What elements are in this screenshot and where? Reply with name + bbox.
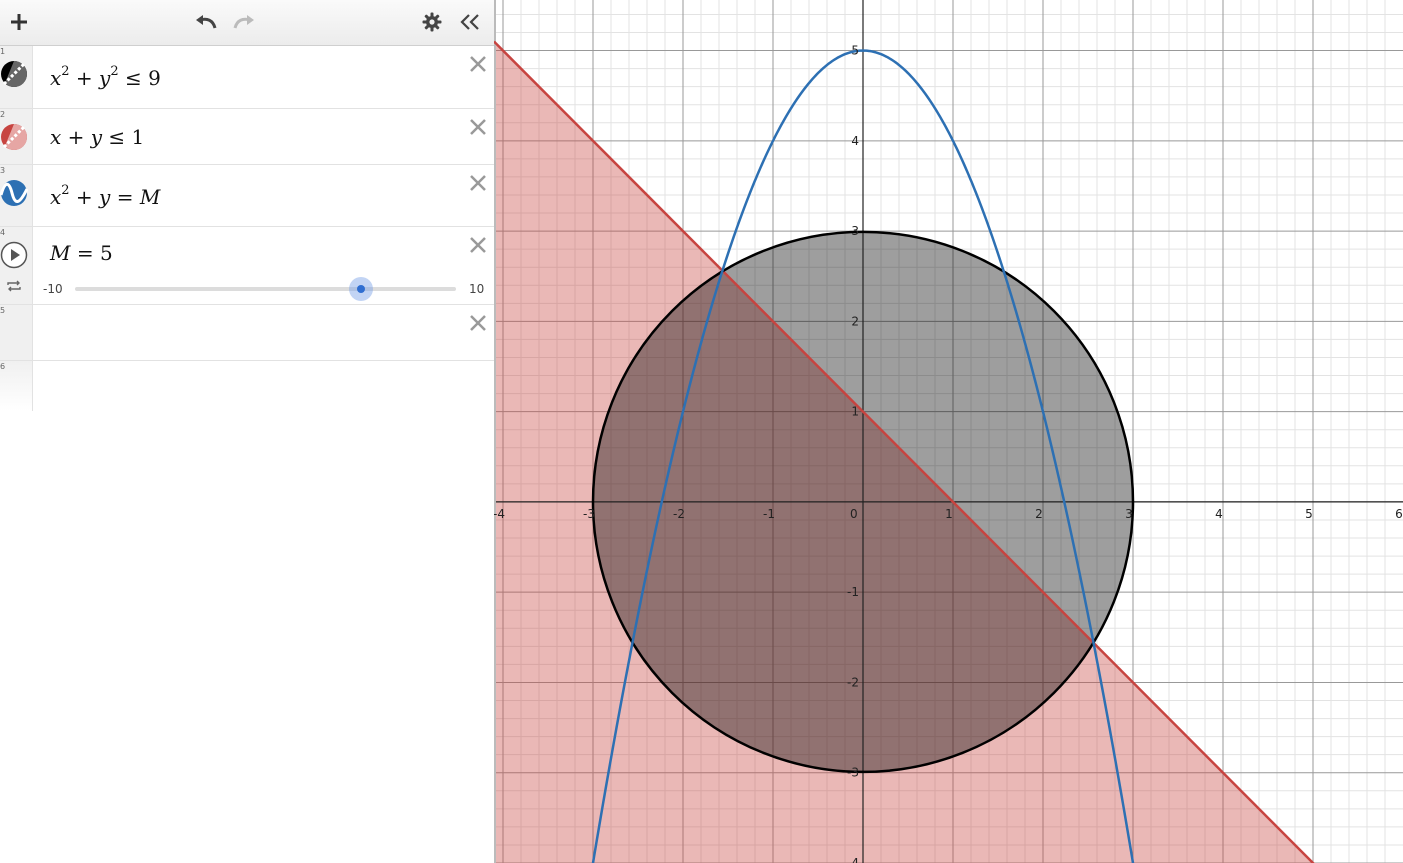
inequality-color-icon[interactable] xyxy=(0,60,28,88)
row-index: 3 xyxy=(0,166,6,175)
slider-track[interactable] xyxy=(75,287,456,291)
half-plane-region xyxy=(494,41,1403,863)
y-tick-label: 3 xyxy=(851,224,859,238)
x-tick-label: -1 xyxy=(763,507,775,521)
delete-expression-icon[interactable] xyxy=(468,235,488,255)
undo-button[interactable] xyxy=(192,8,220,36)
expression-latex: x2 + y = M xyxy=(50,183,161,209)
y-tick-label: -1 xyxy=(847,585,859,599)
x-tick-label: -4 xyxy=(494,507,505,521)
x-tick-label: 2 xyxy=(1035,507,1043,521)
expression-gutter: 5 xyxy=(0,305,33,360)
expression-latex: x + y ≤ 1 xyxy=(50,125,145,149)
delete-expression-icon[interactable] xyxy=(468,313,488,333)
x-tick-label: 4 xyxy=(1215,507,1223,521)
x-tick-label: 5 xyxy=(1305,507,1313,521)
expression-row[interactable]: 2 x + y ≤ 1 xyxy=(0,109,494,165)
tick-labels: -4 -3 -2 -1 0 1 2 3 4 5 6 5 4 3 2 1 -1 -2 -3 -4 xyxy=(494,44,1403,863)
delete-expression-icon[interactable] xyxy=(468,117,488,137)
expression-panel: 1 x2 + y2 ≤ 9 2 xyxy=(0,0,494,863)
add-item-button[interactable] xyxy=(5,8,33,36)
y-tick-label: -2 xyxy=(847,675,859,689)
settings-button[interactable] xyxy=(418,8,446,36)
row-index: 5 xyxy=(0,306,6,315)
expression-math[interactable]: M = 5 xyxy=(50,241,113,265)
redo-button[interactable] xyxy=(230,8,258,36)
expression-latex: M = 5 xyxy=(50,241,113,265)
gear-icon xyxy=(422,12,442,32)
expression-gutter: 4 xyxy=(0,227,33,304)
expression-row[interactable]: 5 xyxy=(0,305,494,361)
curve-color-icon[interactable] xyxy=(0,179,28,207)
new-expression-row[interactable]: 6 xyxy=(0,361,494,411)
expression-math[interactable]: x2 + y = M xyxy=(50,183,161,209)
line-boundary xyxy=(494,40,1315,863)
undo-icon xyxy=(196,15,217,29)
slider-max-label[interactable]: 10 xyxy=(469,282,485,296)
expression-latex: x2 + y2 ≤ 9 xyxy=(50,64,161,90)
y-tick-label: 4 xyxy=(851,134,859,148)
x-tick-label: 0 xyxy=(850,507,858,521)
parabola-curve xyxy=(591,49,1135,863)
expression-math[interactable]: x + y ≤ 1 xyxy=(50,125,144,149)
y-tick-label: 1 xyxy=(851,405,859,419)
collapse-panel-button[interactable] xyxy=(456,8,484,36)
delete-expression-icon[interactable] xyxy=(468,54,488,74)
slider-thumb-dot[interactable] xyxy=(357,285,365,293)
slider-min-label[interactable]: -10 xyxy=(43,282,63,296)
x-tick-label: 1 xyxy=(945,507,953,521)
y-tick-label: 5 xyxy=(851,44,859,58)
plus-icon xyxy=(11,14,27,30)
graph-canvas[interactable]: -4 -3 -2 -1 0 1 2 3 4 5 6 5 4 3 2 1 -1 -2 -3 -4 xyxy=(494,0,1403,863)
y-tick-label: -3 xyxy=(847,766,859,780)
expression-gutter: 1 xyxy=(0,46,33,108)
y-tick-label: 2 xyxy=(851,314,859,328)
inequality-color-icon[interactable] xyxy=(0,123,28,151)
play-icon[interactable] xyxy=(0,241,28,269)
circle-boundary xyxy=(591,230,1135,774)
expression-list: 1 x2 + y2 ≤ 9 2 xyxy=(0,46,494,411)
expression-toolbar xyxy=(0,0,494,46)
minor-grid xyxy=(494,0,1403,863)
x-tick-label: -3 xyxy=(583,507,595,521)
row-index: 6 xyxy=(0,362,6,371)
row-index: 4 xyxy=(0,228,6,237)
x-tick-label: -2 xyxy=(673,507,685,521)
double-chevron-left-icon xyxy=(460,14,479,30)
row-index: 2 xyxy=(0,110,6,119)
loop-icon[interactable] xyxy=(6,279,22,293)
row-index: 1 xyxy=(0,47,6,56)
expression-row[interactable]: 3 x2 + y = M xyxy=(0,165,494,227)
expression-gutter: 2 xyxy=(0,109,33,164)
expression-math[interactable]: x2 + y2 ≤ 9 xyxy=(50,64,161,90)
expression-gutter: 6 xyxy=(0,361,33,411)
expression-row[interactable]: 1 x2 + y2 ≤ 9 xyxy=(0,46,494,109)
redo-icon xyxy=(233,15,254,29)
axes xyxy=(494,0,1403,863)
slider-row[interactable]: 4 M = 5 -10 10 xyxy=(0,227,494,305)
x-tick-label: 6 xyxy=(1395,507,1403,521)
expression-gutter: 3 xyxy=(0,165,33,226)
delete-expression-icon[interactable] xyxy=(468,173,488,193)
x-tick-label: 3 xyxy=(1125,507,1133,521)
y-tick-label: -4 xyxy=(847,856,859,863)
